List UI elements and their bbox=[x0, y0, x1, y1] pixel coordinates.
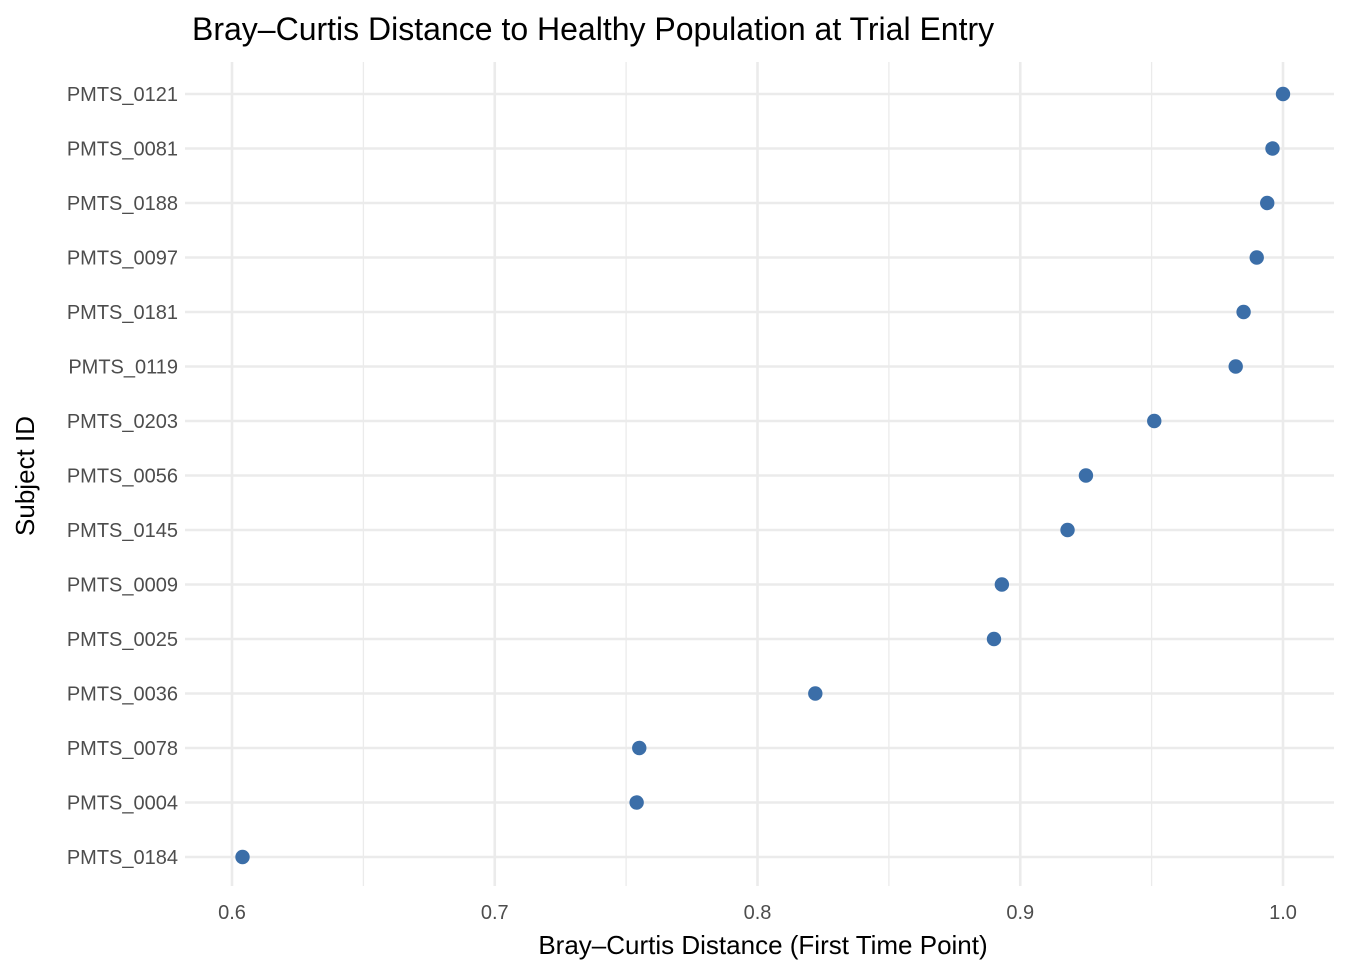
y-tick-label: PMTS_0025 bbox=[67, 629, 178, 651]
data-point bbox=[1060, 522, 1075, 538]
y-tick-label: PMTS_0056 bbox=[67, 466, 178, 488]
x-tick-label: 0.8 bbox=[744, 902, 772, 924]
data-point bbox=[1147, 413, 1162, 429]
y-tick-label: PMTS_0097 bbox=[67, 248, 178, 270]
y-tick-label: PMTS_0004 bbox=[67, 793, 178, 815]
data-point bbox=[1260, 195, 1275, 211]
y-tick-label: PMTS_0081 bbox=[67, 139, 178, 161]
data-point bbox=[1249, 250, 1264, 265]
x-tick-label: 0.6 bbox=[218, 902, 246, 924]
data-point bbox=[1228, 359, 1243, 374]
data-point bbox=[235, 849, 250, 865]
chart-title: Bray–Curtis Distance to Healthy Populati… bbox=[192, 11, 994, 47]
y-tick-label: PMTS_0036 bbox=[67, 684, 178, 706]
x-tick-labels: 0.6 0.7 0.8 0.9 1.0 bbox=[218, 902, 1297, 924]
y-tick-label: PMTS_0188 bbox=[67, 193, 178, 215]
y-tick-label: PMTS_0121 bbox=[67, 84, 178, 106]
data-point bbox=[986, 631, 1002, 647]
grid-layer bbox=[185, 62, 1334, 886]
y-tick-label: PMTS_0145 bbox=[67, 520, 178, 542]
x-tick-label: 0.7 bbox=[481, 902, 509, 924]
data-point bbox=[629, 795, 644, 810]
y-tick-labels: PMTS_0121 PMTS_0081 PMTS_0188 PMTS_0097 PMTS… bbox=[67, 84, 178, 869]
y-tick-label: PMTS_0203 bbox=[67, 411, 178, 433]
points-layer bbox=[235, 86, 1291, 865]
data-point bbox=[808, 686, 823, 701]
y-tick-label: PMTS_0119 bbox=[68, 357, 178, 379]
data-point bbox=[632, 740, 647, 756]
y-tick-label: PMTS_0184 bbox=[67, 847, 178, 869]
data-point bbox=[1275, 86, 1291, 102]
data-point bbox=[1236, 304, 1251, 320]
data-point bbox=[994, 577, 1010, 592]
y-axis-title: Subject ID bbox=[10, 416, 40, 536]
x-axis-title: Bray–Curtis Distance (First Time Point) bbox=[538, 930, 987, 960]
x-tick-label: 1.0 bbox=[1269, 902, 1297, 924]
data-point bbox=[1078, 468, 1094, 483]
data-point bbox=[1265, 141, 1280, 156]
x-tick-label: 0.9 bbox=[1006, 902, 1034, 924]
y-tick-label: PMTS_0078 bbox=[67, 738, 178, 760]
y-tick-label: PMTS_0181 bbox=[67, 302, 178, 324]
y-tick-label: PMTS_0009 bbox=[67, 575, 178, 597]
